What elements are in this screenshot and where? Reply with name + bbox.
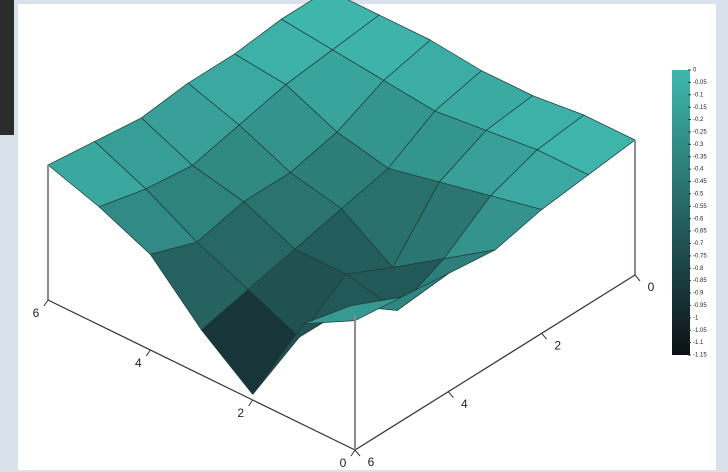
colorbar-tick-label: -0.75	[693, 253, 707, 259]
y-tick-label: 0	[648, 280, 655, 294]
x-tick-label: 4	[135, 356, 142, 370]
colorbar-tick-label: -0.55	[693, 204, 707, 210]
colorbar-scale	[672, 70, 690, 355]
page: {"chart_data": { "type": "surface", "x":…	[0, 0, 728, 472]
colorbar-tick-label: -0.8	[693, 266, 704, 272]
colorbar-tick-label: -0.9	[693, 291, 704, 297]
colorbar-tick-label: -1.15	[693, 353, 707, 359]
colorbar-tick-label: -0.05	[693, 80, 707, 86]
colorbar-tick-label: -0.45	[693, 179, 707, 185]
y-tick-label: 4	[461, 397, 468, 411]
colorbar-tick-label: -0.1	[693, 92, 704, 98]
x-tick-label: 0	[340, 456, 347, 470]
colorbar-tick-label: -0.5	[693, 191, 704, 197]
side-image	[0, 0, 14, 135]
colorbar-tick-label: -0.35	[693, 154, 707, 160]
y-tick-label: 6	[368, 455, 375, 469]
colorbar-tick-label: -0.15	[693, 105, 707, 111]
colorbar-tick-label: -0.7	[693, 241, 704, 247]
colorbar-tick-label: -1.1	[693, 340, 704, 346]
colorbar-tick-label: -0.65	[693, 229, 707, 235]
x-tick-label: 6	[33, 306, 40, 320]
chart: 02460246 0-0.05-0.1-0.15-0.2-0.25-0.3-0.…	[0, 0, 728, 472]
colorbar-tick-label: -0.25	[693, 130, 707, 136]
colorbar-tick-label: -0.2	[693, 117, 704, 123]
colorbar-tick-label: -0.6	[693, 216, 704, 222]
colorbar-tick-label: -0.3	[693, 142, 704, 148]
colorbar-tick-label: -1	[693, 315, 699, 321]
colorbar-tick-label: -0.85	[693, 278, 707, 284]
y-tick-label: 2	[554, 339, 561, 353]
colorbar-tick-label: -0.4	[693, 167, 704, 173]
colorbar-tick-label: -1.05	[693, 328, 707, 334]
x-tick-label: 2	[237, 406, 244, 420]
colorbar-tick-label: -0.95	[693, 303, 707, 309]
